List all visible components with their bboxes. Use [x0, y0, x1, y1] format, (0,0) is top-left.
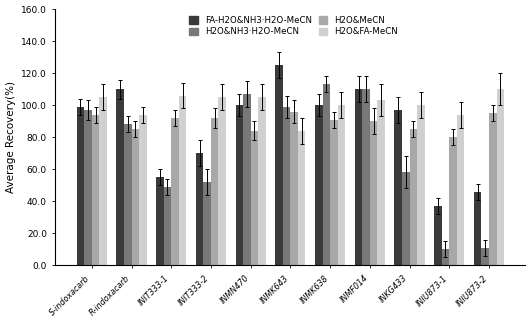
Bar	[236, 105, 243, 265]
Bar	[496, 89, 504, 265]
Bar	[298, 131, 305, 265]
Bar	[124, 124, 132, 265]
Bar	[211, 118, 218, 265]
Bar	[402, 172, 409, 265]
Bar	[482, 248, 489, 265]
Bar	[243, 94, 251, 265]
Bar	[474, 192, 482, 265]
Bar	[489, 113, 496, 265]
Bar	[449, 137, 457, 265]
Bar	[164, 187, 171, 265]
Bar	[322, 84, 330, 265]
Bar	[330, 120, 338, 265]
Bar	[378, 100, 385, 265]
Bar	[132, 129, 139, 265]
Bar	[417, 105, 425, 265]
Bar	[355, 89, 362, 265]
Legend: FA-H2O&NH3·H2O-MeCN, H2O&NH3·H2O-MeCN, H2O&MeCN, H2O&FA-MeCN: FA-H2O&NH3·H2O-MeCN, H2O&NH3·H2O-MeCN, H…	[186, 13, 400, 39]
Bar	[139, 115, 147, 265]
Bar	[362, 89, 370, 265]
Bar	[442, 249, 449, 265]
Bar	[84, 110, 92, 265]
Bar	[395, 110, 402, 265]
Bar	[370, 121, 378, 265]
Bar	[156, 177, 164, 265]
Bar	[275, 65, 283, 265]
Bar	[179, 96, 186, 265]
Bar	[409, 129, 417, 265]
Bar	[434, 206, 442, 265]
Bar	[99, 97, 107, 265]
Bar	[203, 182, 211, 265]
Y-axis label: Average Recovery(%): Average Recovery(%)	[5, 81, 15, 193]
Bar	[258, 97, 266, 265]
Bar	[251, 131, 258, 265]
Bar	[196, 153, 203, 265]
Bar	[92, 115, 99, 265]
Bar	[338, 105, 345, 265]
Bar	[283, 107, 290, 265]
Bar	[76, 107, 84, 265]
Bar	[457, 115, 464, 265]
Bar	[218, 97, 226, 265]
Bar	[290, 111, 298, 265]
Bar	[171, 118, 179, 265]
Bar	[315, 105, 322, 265]
Bar	[116, 89, 124, 265]
